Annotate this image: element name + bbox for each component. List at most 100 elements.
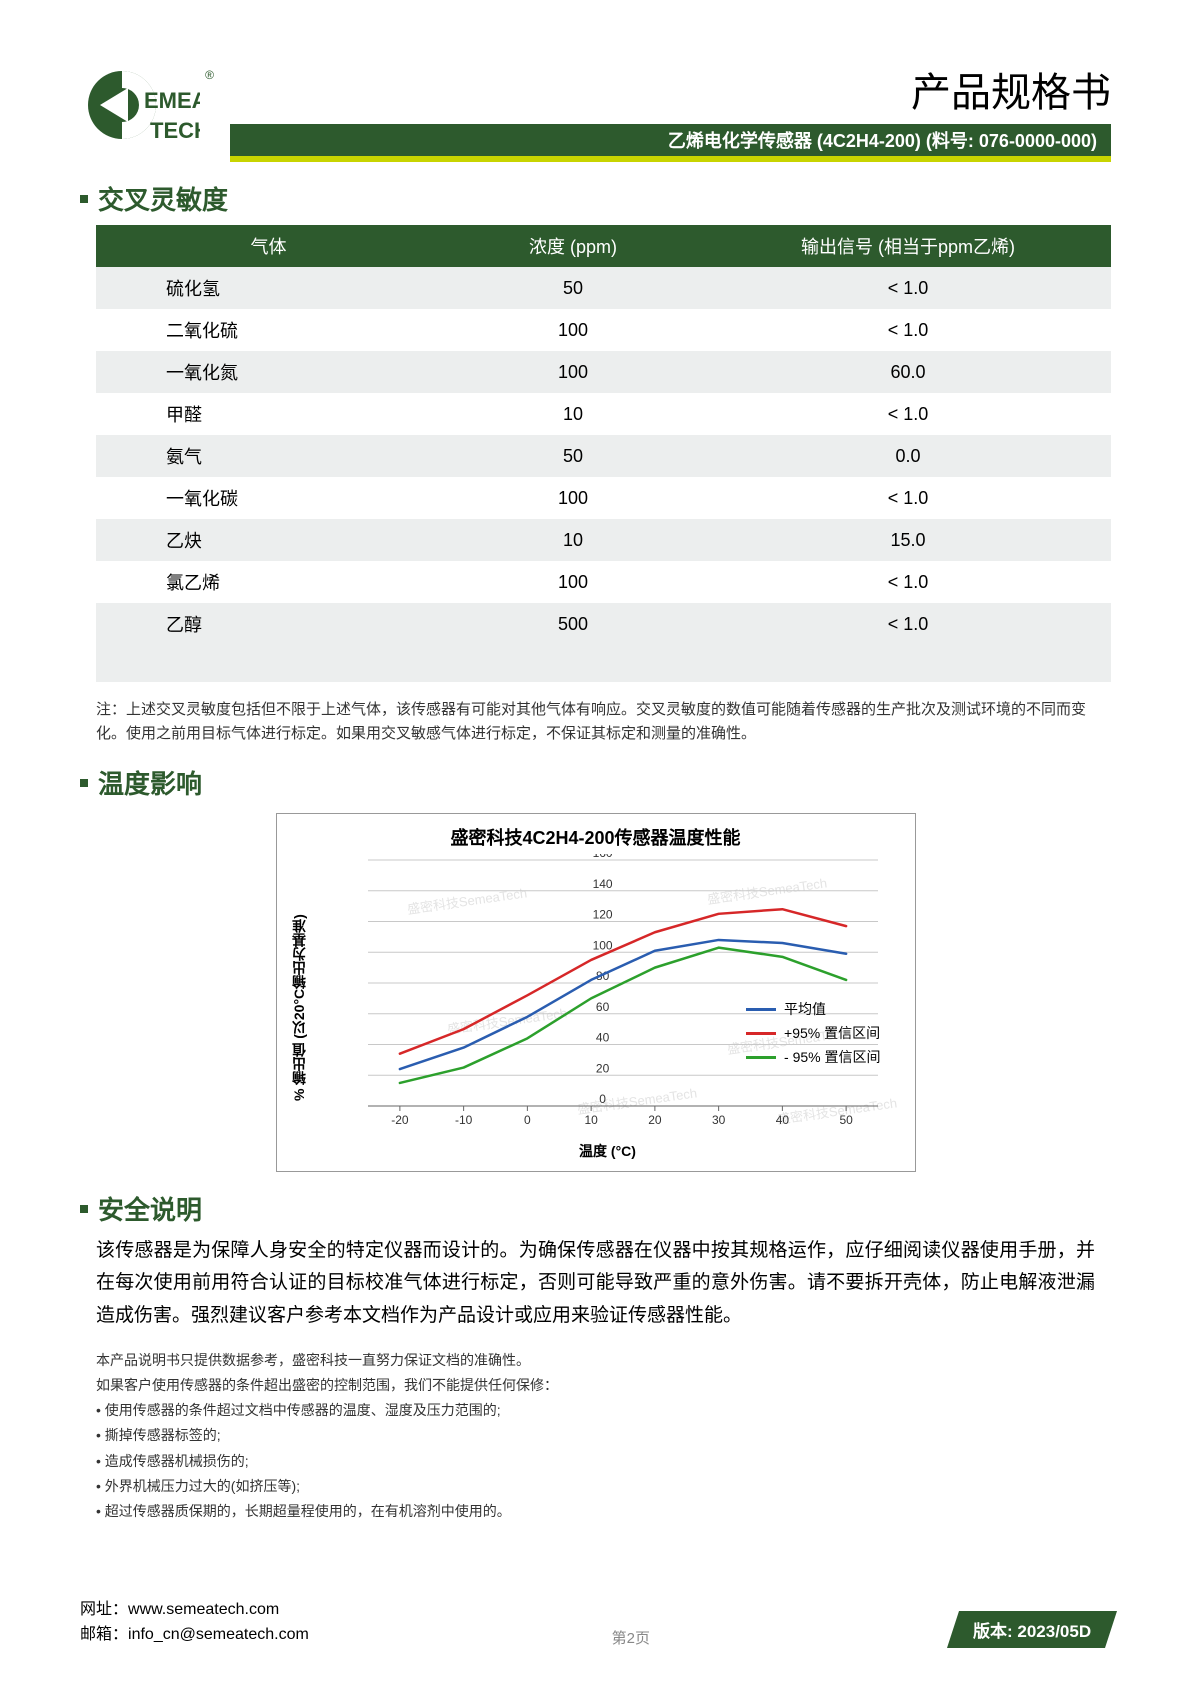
svg-text:-10: -10 <box>454 1113 472 1127</box>
table-row: 硫化氢50< 1.0 <box>96 267 1111 309</box>
table-row: 氨气500.0 <box>96 435 1111 477</box>
fine-item: • 造成传感器机械损伤的; <box>96 1449 1095 1474</box>
table-cell: < 1.0 <box>705 603 1111 645</box>
col-concentration: 浓度 (ppm) <box>441 225 705 267</box>
table-cell: 50 <box>441 267 705 309</box>
svg-text:20: 20 <box>648 1113 662 1127</box>
table-row: 甲醛10< 1.0 <box>96 393 1111 435</box>
table-row: 二氧化硫100< 1.0 <box>96 309 1111 351</box>
legend-label: +95% 置信区间 <box>784 1023 880 1043</box>
section-temperature: 温度影响 盛密科技4C2H4-200传感器温度性能 % 输出值 (以20°C输出… <box>80 764 1111 1172</box>
table-cell: 氯乙烯 <box>96 561 441 603</box>
cross-sensitivity-table: 气体 浓度 (ppm) 输出信号 (相当于ppm乙烯) 硫化氢50< 1.0二氧… <box>96 225 1111 682</box>
table-cell: < 1.0 <box>705 561 1111 603</box>
footer-contact: 网址：www.semeatech.com 邮箱：info_cn@semeatec… <box>80 1597 309 1648</box>
chart-title: 盛密科技4C2H4-200传感器温度性能 <box>287 824 905 850</box>
safety-fine-print: 本产品说明书只提供数据参考，盛密科技一直努力保证文档的准确性。 如果客户使用传感… <box>96 1348 1095 1524</box>
svg-text:盛密科技SemeaTech: 盛密科技SemeaTech <box>776 1095 898 1127</box>
svg-text:10: 10 <box>584 1113 598 1127</box>
table-cell: < 1.0 <box>705 477 1111 519</box>
table-row: 氯乙烯100< 1.0 <box>96 561 1111 603</box>
section-header: 安全说明 <box>80 1190 1111 1227</box>
table-row <box>96 645 1111 682</box>
table-cell: < 1.0 <box>705 267 1111 309</box>
section-header: 温度影响 <box>80 764 1111 801</box>
svg-text:0: 0 <box>599 1092 606 1106</box>
table-cell: 60.0 <box>705 351 1111 393</box>
section-cross-sensitivity: 交叉灵敏度 气体 浓度 (ppm) 输出信号 (相当于ppm乙烯) 硫化氢50<… <box>80 180 1111 746</box>
section-title: 安全说明 <box>98 1190 202 1227</box>
table-cell: 0.0 <box>705 435 1111 477</box>
table-cell: 氨气 <box>96 435 441 477</box>
version-badge: 版本: 2023/05D <box>947 1611 1117 1648</box>
section-safety: 安全说明 该传感器是为保障人身安全的特定仪器而设计的。为确保传感器在仪器中按其规… <box>80 1190 1111 1524</box>
fine-item: • 撕掉传感器标签的; <box>96 1423 1095 1448</box>
doc-header: EMEA TECH ® 产品规格书 乙烯电化学传感器 (4C2H4-200) (… <box>80 60 1111 162</box>
table-cell: 一氧化碳 <box>96 477 441 519</box>
svg-text:盛密科技SemeaTech: 盛密科技SemeaTech <box>446 1005 568 1037</box>
chart-plot: 盛密科技SemeaTech盛密科技SemeaTech盛密科技SemeaTech盛… <box>311 854 905 1161</box>
table-cell: 10 <box>441 393 705 435</box>
table-cell: < 1.0 <box>705 393 1111 435</box>
doc-footer: 网址：www.semeatech.com 邮箱：info_cn@semeatec… <box>80 1597 1111 1648</box>
bullet-icon <box>80 1205 88 1213</box>
chart-legend: 平均值 +95% 置信区间 - 95% 置信区间 <box>746 999 880 1071</box>
col-output: 输出信号 (相当于ppm乙烯) <box>705 225 1111 267</box>
fine-item: • 超过传感器质保期的，长期超量程使用的，在有机溶剂中使用的。 <box>96 1499 1095 1524</box>
legend-label: 平均值 <box>784 999 826 1019</box>
legend-item: - 95% 置信区间 <box>746 1047 880 1067</box>
svg-text:140: 140 <box>592 877 612 891</box>
section-title: 交叉灵敏度 <box>98 180 228 217</box>
table-cell: 乙炔 <box>96 519 441 561</box>
svg-text:120: 120 <box>592 908 612 922</box>
svg-text:TECH: TECH <box>150 118 200 143</box>
temperature-chart: 盛密科技4C2H4-200传感器温度性能 % 输出值 (以20°C输出为基准) … <box>276 813 916 1172</box>
table-cell: 100 <box>441 477 705 519</box>
bullet-icon <box>80 779 88 787</box>
legend-item: +95% 置信区间 <box>746 1023 880 1043</box>
doc-title: 产品规格书 <box>230 60 1111 118</box>
footer-url: www.semeatech.com <box>128 1601 279 1618</box>
fine-intro: 本产品说明书只提供数据参考，盛密科技一直努力保证文档的准确性。 <box>96 1348 1095 1373</box>
table-cell: 一氧化氮 <box>96 351 441 393</box>
col-gas: 气体 <box>96 225 441 267</box>
svg-text:50: 50 <box>839 1113 853 1127</box>
table-cell: 100 <box>441 561 705 603</box>
url-label: 网址： <box>80 1601 128 1618</box>
svg-text:100: 100 <box>592 938 612 952</box>
table-cell: 10 <box>441 519 705 561</box>
svg-text:40: 40 <box>595 1031 609 1045</box>
table-cell: 50 <box>441 435 705 477</box>
table-row: 一氧化碳100< 1.0 <box>96 477 1111 519</box>
table-cell: 500 <box>441 603 705 645</box>
svg-text:EMEA: EMEA <box>144 88 200 113</box>
header-bar: 乙烯电化学传感器 (4C2H4-200) (料号: 076-0000-000) <box>230 124 1111 162</box>
bullet-icon <box>80 195 88 203</box>
footer-email: info_cn@semeatech.com <box>128 1626 309 1643</box>
svg-text:20: 20 <box>595 1061 609 1075</box>
section-header: 交叉灵敏度 <box>80 180 1111 217</box>
chart-x-label: 温度 (°C) <box>311 1141 905 1161</box>
legend-item: 平均值 <box>746 999 880 1019</box>
table-cell: 乙醇 <box>96 603 441 645</box>
table-cell: 15.0 <box>705 519 1111 561</box>
fine-intro: 如果客户使用传感器的条件超出盛密的控制范围，我们不能提供任何保修： <box>96 1373 1095 1398</box>
cross-sensitivity-note: 注：上述交叉灵敏度包括但不限于上述气体，该传感器有可能对其他气体有响应。交叉灵敏… <box>96 698 1095 746</box>
svg-text:40: 40 <box>775 1113 789 1127</box>
table-cell: 100 <box>441 309 705 351</box>
table-cell: < 1.0 <box>705 309 1111 351</box>
table-row: 乙醇500< 1.0 <box>96 603 1111 645</box>
fine-item: • 外界机械压力过大的(如挤压等); <box>96 1474 1095 1499</box>
section-title: 温度影响 <box>98 764 202 801</box>
svg-text:0: 0 <box>524 1113 531 1127</box>
brand-logo: EMEA TECH ® <box>80 60 200 150</box>
svg-text:-20: -20 <box>391 1113 409 1127</box>
table-cell: 硫化氢 <box>96 267 441 309</box>
svg-text:盛密科技SemeaTech: 盛密科技SemeaTech <box>406 885 528 917</box>
table-row: 一氧化氮10060.0 <box>96 351 1111 393</box>
safety-body: 该传感器是为保障人身安全的特定仪器而设计的。为确保传感器在仪器中按其规格运作，应… <box>96 1235 1095 1332</box>
table-cell: 100 <box>441 351 705 393</box>
fine-item: • 使用传感器的条件超过文档中传感器的温度、湿度及压力范围的; <box>96 1398 1095 1423</box>
email-label: 邮箱： <box>80 1626 128 1643</box>
svg-text:160: 160 <box>592 854 612 860</box>
